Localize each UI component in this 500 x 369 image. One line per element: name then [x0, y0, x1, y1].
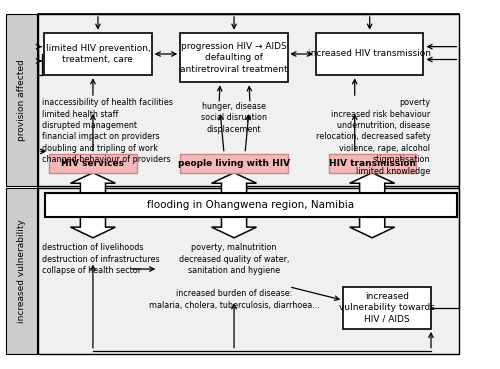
Bar: [38, 188, 460, 354]
Bar: [6, 188, 36, 354]
Polygon shape: [350, 217, 395, 238]
Text: progression HIV → AIDS
defaulting of
antiretroviral treatment: progression HIV → AIDS defaulting of ant…: [180, 42, 288, 74]
Polygon shape: [70, 217, 116, 238]
Bar: [316, 33, 424, 75]
Text: HIV services: HIV services: [62, 159, 124, 168]
Bar: [38, 14, 460, 186]
Text: HIV transmission: HIV transmission: [328, 159, 416, 168]
Text: people living with HIV: people living with HIV: [178, 159, 290, 168]
Text: hunger, disease
social disruption
displacement: hunger, disease social disruption displa…: [201, 102, 267, 134]
Polygon shape: [212, 217, 256, 238]
Text: increased vulnerability: increased vulnerability: [16, 219, 26, 323]
Bar: [46, 193, 457, 217]
Text: destruction of livelihoods
destruction of infrastructures
collapse of health sec: destruction of livelihoods destruction o…: [42, 243, 160, 275]
Bar: [50, 154, 136, 173]
Bar: [6, 14, 36, 186]
Bar: [180, 154, 288, 173]
Polygon shape: [350, 173, 395, 193]
Bar: [328, 154, 416, 173]
Bar: [44, 33, 152, 75]
Text: increased
vulnerability towards
HIV / AIDS: increased vulnerability towards HIV / AI…: [339, 292, 435, 324]
Text: increased HIV transmission: increased HIV transmission: [308, 49, 431, 59]
Text: provision affected: provision affected: [16, 59, 26, 141]
Text: poverty
increased risk behaviour
undernutrition, disease
relocation, decreased s: poverty increased risk behaviour undernu…: [316, 98, 430, 176]
Text: flooding in Ohangwena region, Namibia: flooding in Ohangwena region, Namibia: [148, 200, 354, 210]
Bar: [38, 14, 460, 354]
Text: poverty, malnutrition
decreased quality of water,
sanitation and hygiene

increa: poverty, malnutrition decreased quality …: [148, 243, 320, 310]
Bar: [180, 33, 288, 83]
Text: inaccessibility of health facilities
limited health staff
disrupted management
f: inaccessibility of health facilities lim…: [42, 98, 173, 164]
Text: limited HIV prevention,
treatment, care: limited HIV prevention, treatment, care: [46, 44, 150, 64]
Polygon shape: [212, 173, 256, 193]
Polygon shape: [70, 173, 116, 193]
Bar: [344, 286, 430, 329]
